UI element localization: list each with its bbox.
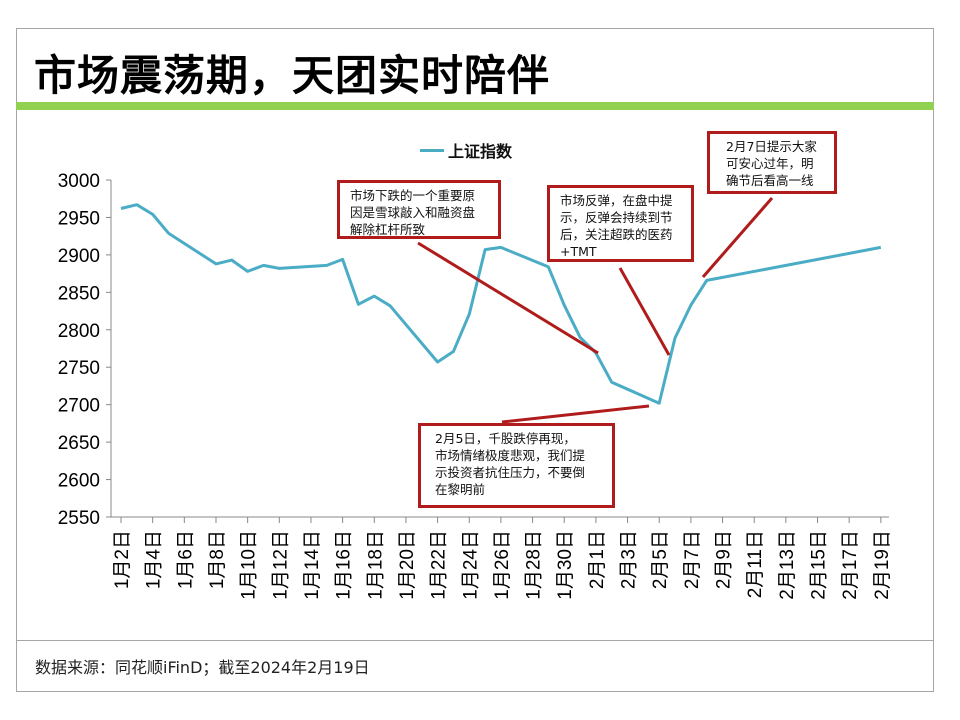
annotation-box-feb7: 2月7日提示大家 可安心过年，明 确节后看高一线: [707, 131, 837, 194]
y-tick-label: 2800: [58, 321, 100, 342]
footer-divider: [16, 640, 934, 641]
x-tick-label: 2月17日: [840, 530, 861, 600]
annotation-box-rebound: 市场反弹，在盘中提 示，反弹会持续到节 后，关注超跌的医药 +TMT: [547, 185, 694, 262]
data-source-note: 数据来源：同花顺iFinD；截至2024年2月19日: [35, 658, 370, 677]
y-tick-label: 2550: [58, 508, 100, 529]
x-tick-label: 1月10日: [239, 530, 260, 600]
x-tick-label: 1月14日: [302, 530, 323, 600]
x-tick-label: 2月7日: [682, 530, 703, 589]
y-tick-label: 2950: [58, 208, 100, 229]
title-accent-bar: [16, 102, 934, 110]
y-tick-label: 2700: [58, 396, 100, 417]
x-tick-label: 2月13日: [777, 530, 798, 600]
y-tick-label: 2850: [58, 283, 100, 304]
x-tick-label: 2月15日: [809, 530, 830, 600]
chart-legend: 上证指数: [420, 138, 512, 162]
annotation-box-snowball: 市场下跌的一个重要原 因是雪球敲入和融资盘 解除杠杆所致: [337, 180, 501, 239]
slide-title: 市场震荡期，天团实时陪伴: [34, 51, 551, 100]
annotation-leader-line: [701, 197, 774, 278]
x-tick-label: 2月1日: [587, 530, 608, 589]
x-tick-label: 1月6日: [175, 530, 196, 589]
x-tick-label: 2月19日: [872, 530, 893, 600]
x-tick-label: 1月20日: [397, 530, 418, 600]
annotation-leader-line: [618, 267, 671, 356]
legend-swatch: [420, 148, 444, 152]
x-tick-label: 1月8日: [207, 530, 228, 589]
x-tick-label: 1月24日: [460, 530, 481, 600]
legend-label: 上证指数: [448, 142, 513, 161]
x-tick-label: 2月3日: [619, 530, 640, 589]
x-tick-label: 1月2日: [112, 530, 133, 589]
y-tick-label: 2750: [58, 358, 100, 379]
x-tick-label: 1月4日: [144, 530, 165, 589]
y-tick-label: 3000: [58, 171, 100, 192]
y-tick-label: 2650: [58, 433, 100, 454]
x-tick-label: 1月18日: [365, 530, 386, 600]
x-tick-label: 1月22日: [429, 530, 450, 600]
x-tick-label: 1月28日: [524, 530, 545, 600]
x-tick-label: 2月9日: [714, 530, 735, 589]
x-tick-label: 1月12日: [270, 530, 291, 600]
x-tick-label: 2月11日: [745, 530, 766, 598]
x-tick-label: 1月26日: [492, 530, 513, 600]
slide-frame: [16, 28, 934, 692]
x-tick-label: 1月16日: [334, 530, 355, 600]
y-tick-label: 2900: [58, 246, 100, 267]
x-tick-label: 2月5日: [650, 530, 671, 589]
annotation-leader-line: [417, 241, 599, 355]
y-tick-label: 2600: [58, 471, 100, 492]
x-tick-label: 1月30日: [555, 530, 576, 600]
annotation-leader-line: [501, 404, 650, 424]
annotation-box-feb5: 2月5日，千股跌停再现， 市场情绪极度悲观，我们提 示投资者抗住压力，不要倒 在…: [418, 423, 615, 508]
